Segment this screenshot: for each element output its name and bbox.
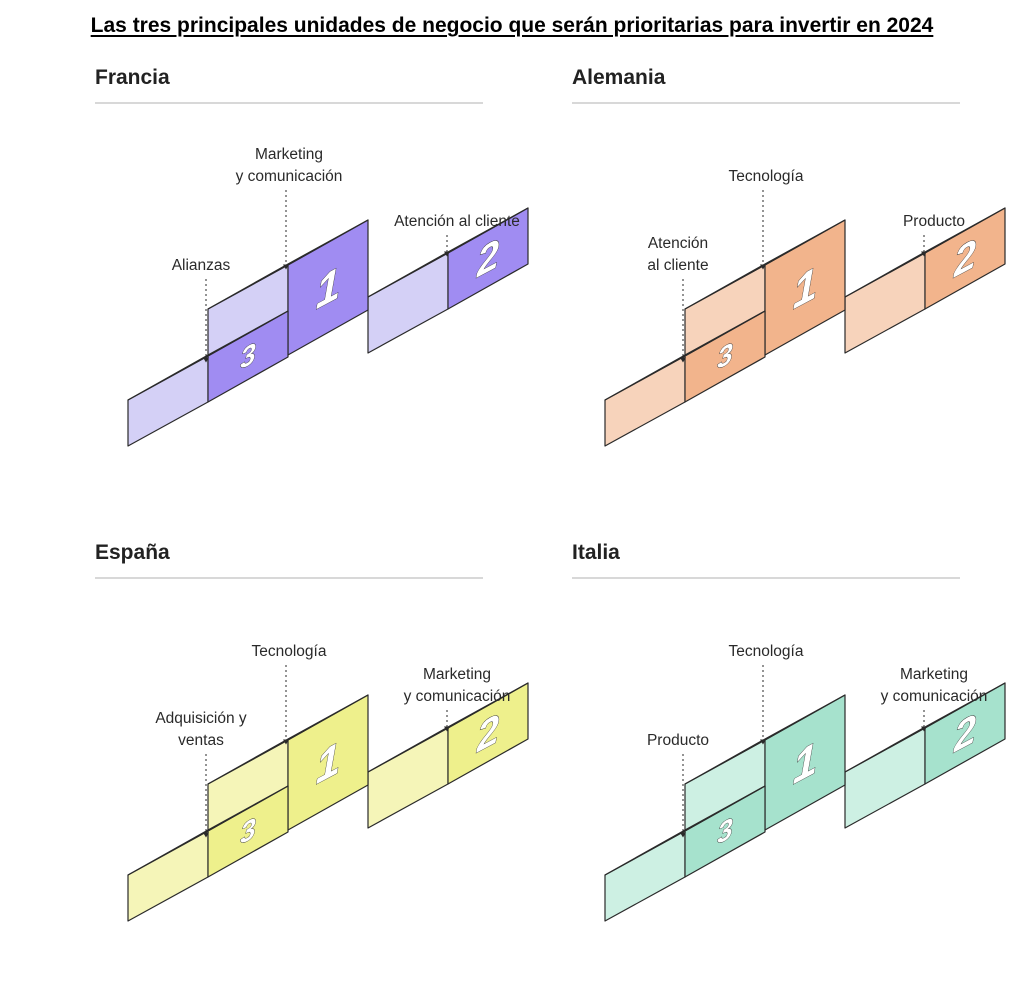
third-place-label: Atención al cliente xyxy=(647,235,708,274)
first-place-label: Tecnología xyxy=(729,168,804,185)
podium-second-block-left-face xyxy=(367,727,449,829)
third-place-leader-arrow xyxy=(203,357,209,363)
third-place-leader-arrow xyxy=(203,832,209,838)
first-place-leader-arrow xyxy=(760,264,766,270)
panel-espana: España 2 1 3 Tecnología Marketing y comunicac… xyxy=(95,541,529,981)
rank-3-numeral: 3 xyxy=(240,812,256,851)
first-place-leader-arrow xyxy=(283,739,289,745)
panel-divider xyxy=(95,102,483,104)
second-place-label: Atención al cliente xyxy=(394,213,520,230)
podium-third-block-left-face xyxy=(604,355,686,447)
podium-second-block-left-face xyxy=(367,252,449,354)
rank-2-numeral: 2 xyxy=(953,230,976,287)
first-place-leader-arrow xyxy=(283,264,289,270)
third-place-label: Alianzas xyxy=(172,257,231,274)
rank-3-numeral: 3 xyxy=(240,337,256,376)
panel-divider xyxy=(95,577,483,579)
podium-second-block-left-face xyxy=(844,252,926,354)
podium-third-block: 3 xyxy=(604,785,766,922)
first-place-label: Tecnología xyxy=(252,643,327,660)
podium-third-block: 3 xyxy=(127,785,289,922)
rank-1-numeral: 1 xyxy=(316,731,340,794)
chart-title: Las tres principales unidades de negocio… xyxy=(90,14,934,37)
panel-title: Alemania xyxy=(572,66,666,89)
first-place-label: Tecnología xyxy=(729,643,804,660)
second-place-label: Marketing y comunicación xyxy=(881,666,988,705)
panel-title: Francia xyxy=(95,66,170,89)
rank-3-numeral: 3 xyxy=(717,812,733,851)
second-place-leader-arrow xyxy=(444,251,450,257)
third-place-leader-arrow xyxy=(680,357,686,363)
second-place-leader-arrow xyxy=(921,726,927,732)
podium-first-block: 1 xyxy=(684,694,846,875)
rank-3-numeral: 3 xyxy=(717,337,733,376)
podium-third-block: 3 xyxy=(604,310,766,447)
rank-1-numeral: 1 xyxy=(793,731,817,794)
third-place-label: Producto xyxy=(647,732,709,749)
third-place-label: Adquisición y ventas xyxy=(155,710,247,749)
panel-alemania: Alemania 2 1 3 Tecnología Producto Atención al… xyxy=(572,66,1006,506)
podium-third-block-top-face xyxy=(604,785,766,876)
first-place-leader-arrow xyxy=(760,739,766,745)
podium-third-block-left-face xyxy=(127,355,209,447)
podium-second-block-left-face xyxy=(844,727,926,829)
podium-third-block: 3 xyxy=(127,310,289,447)
podium-third-block-left-face xyxy=(604,830,686,922)
panel-divider xyxy=(572,102,960,104)
panel-title: Italia xyxy=(572,541,620,564)
second-place-leader-arrow xyxy=(444,726,450,732)
first-place-label: Marketing y comunicación xyxy=(236,146,343,185)
panel-divider xyxy=(572,577,960,579)
podium-third-block-top-face xyxy=(127,785,289,876)
podium-third-block-top-face xyxy=(604,310,766,401)
panel-title: España xyxy=(95,541,170,564)
second-place-leader-arrow xyxy=(921,251,927,257)
panel-italia: Italia 2 1 3 Tecnología Marketing y comunicac… xyxy=(572,541,1006,981)
panel-francia: Francia 2 1 3 Marketing y comunicación Atenci… xyxy=(95,66,529,506)
podium-third-block-top-face xyxy=(127,310,289,401)
second-place-label: Producto xyxy=(903,213,965,230)
third-place-leader-arrow xyxy=(680,832,686,838)
second-place-label: Marketing y comunicación xyxy=(404,666,511,705)
podium-third-block-left-face xyxy=(127,830,209,922)
